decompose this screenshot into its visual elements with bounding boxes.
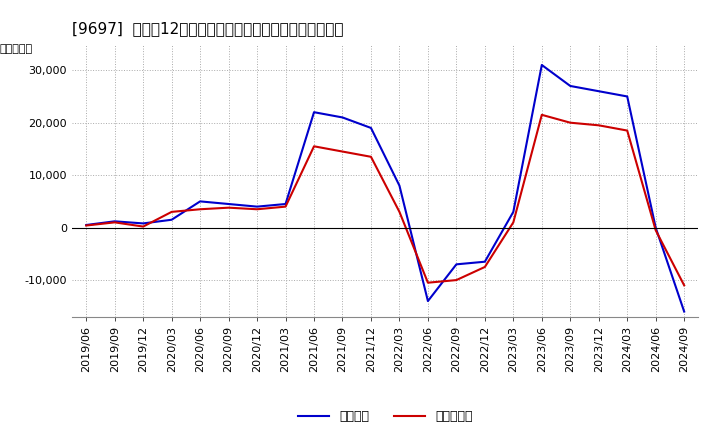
- 当期純利益: [623, 128, 631, 133]
- 経常利益: [423, 298, 432, 304]
- 当期純利益: [680, 282, 688, 288]
- Line: 経常利益: 経常利益: [86, 65, 684, 312]
- 当期純利益: [566, 120, 575, 125]
- 当期純利益: [338, 149, 347, 154]
- 経常利益: [680, 309, 688, 314]
- 当期純利益: [110, 220, 119, 225]
- 当期純利益: [366, 154, 375, 159]
- 当期純利益: [652, 227, 660, 233]
- 当期純利益: [225, 205, 233, 210]
- 当期純利益: [310, 143, 318, 149]
- 経常利益: [480, 259, 489, 264]
- 当期純利益: [452, 278, 461, 283]
- 当期純利益: [423, 280, 432, 286]
- 当期純利益: [82, 223, 91, 228]
- 当期純利益: [139, 224, 148, 229]
- 経常利益: [537, 62, 546, 68]
- 当期純利益: [537, 112, 546, 117]
- 当期純利益: [395, 209, 404, 215]
- 経常利益: [225, 202, 233, 207]
- 経常利益: [623, 94, 631, 99]
- 経常利益: [595, 88, 603, 94]
- 経常利益: [196, 199, 204, 204]
- 当期純利益: [595, 123, 603, 128]
- 当期純利益: [509, 220, 518, 225]
- 経常利益: [110, 219, 119, 224]
- 経常利益: [652, 225, 660, 230]
- 経常利益: [167, 217, 176, 222]
- 経常利益: [253, 204, 261, 209]
- 経常利益: [566, 83, 575, 88]
- 経常利益: [509, 209, 518, 215]
- Text: [9697]  利益だ12か月移動合計の対前年同期増減額の推移: [9697] 利益だ12か月移動合計の対前年同期増減額の推移: [72, 21, 343, 36]
- 経常利益: [366, 125, 375, 131]
- Line: 当期純利益: 当期純利益: [86, 115, 684, 285]
- 経常利益: [310, 110, 318, 115]
- 経常利益: [395, 183, 404, 188]
- 当期純利益: [253, 207, 261, 212]
- 経常利益: [82, 222, 91, 227]
- 経常利益: [282, 202, 290, 207]
- 当期純利益: [167, 209, 176, 215]
- 経常利益: [338, 115, 347, 120]
- Text: （百万円）: （百万円）: [0, 44, 32, 54]
- 当期純利益: [480, 264, 489, 270]
- 当期純利益: [196, 207, 204, 212]
- 経常利益: [452, 262, 461, 267]
- 当期純利益: [282, 204, 290, 209]
- 経常利益: [139, 221, 148, 226]
- Legend: 経常利益, 当期純利益: 経常利益, 当期純利益: [293, 405, 477, 428]
